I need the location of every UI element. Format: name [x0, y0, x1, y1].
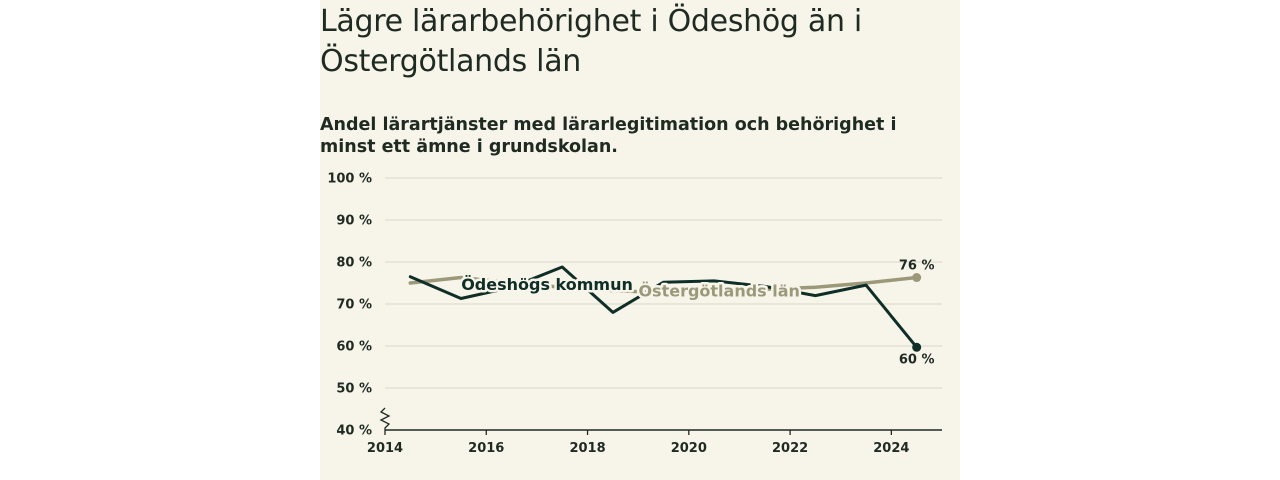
chart-subtitle: Andel lärartjänster med lärarlegitimatio… [320, 115, 897, 157]
series-name-label-ostergotland: Östergötlands län [638, 281, 800, 300]
x-tick-label: 2018 [569, 441, 605, 456]
x-axis-ticks: 2014 2016 2018 2020 2022 2024 [367, 430, 909, 456]
series-endpoint-odeshog [912, 342, 922, 352]
y-tick-label: 40 % [336, 424, 372, 439]
series-endpoint-ostergotland [912, 273, 922, 283]
series-line-odeshog [408, 265, 919, 349]
y-tick-label: 80 % [336, 256, 372, 271]
x-tick-label: 2022 [772, 441, 808, 456]
axis-break-icon [379, 407, 391, 430]
series-lines [408, 265, 922, 352]
y-axis-ticks: 40 % 50 % 60 % 70 % 80 % 90 % 100 % [327, 172, 372, 439]
y-tick-label: 70 % [336, 298, 372, 313]
x-tick-label: 2016 [468, 441, 504, 456]
y-tick-label: 90 % [336, 214, 372, 229]
series-labels: 76 % 60 % Ödeshögs kommun Östergötlands län [459, 259, 935, 368]
y-tick-label: 60 % [336, 340, 372, 355]
end-label-ostergotland: 76 % [899, 259, 935, 274]
x-axis [379, 407, 942, 431]
line-chart: 40 %50 %60 %70 %80 %90 %100 % 2014 2016 20… [327, 172, 942, 456]
chart-card: Lägre lärarbehörighet i Ödeshög än i Öst… [320, 0, 960, 480]
y-tick-label: 100 % [327, 172, 372, 187]
series-name-label-odeshog: Ödeshögs kommun [461, 275, 633, 294]
x-tick-label: 2024 [873, 441, 909, 456]
y-tick-label: 50 % [336, 382, 372, 397]
x-tick-label: 2014 [367, 441, 403, 456]
grid-lines [385, 177, 942, 389]
x-tick-label: 2020 [671, 441, 707, 456]
series-line-ostergotland [408, 275, 919, 295]
end-label-odeshog: 60 % [899, 352, 935, 367]
chart-title: Lägre lärarbehörighet i Ödeshög än i Öst… [320, 4, 862, 79]
